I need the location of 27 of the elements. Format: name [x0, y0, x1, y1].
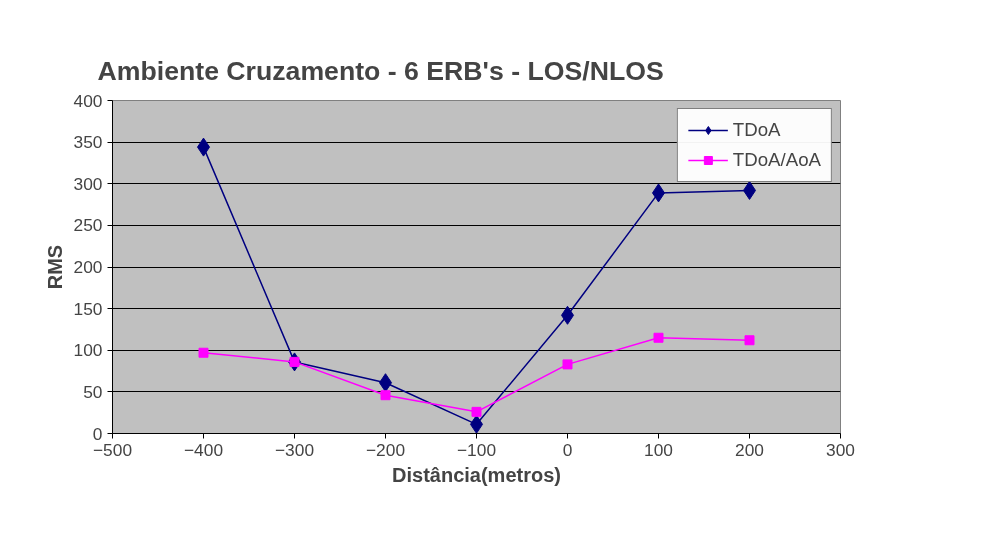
x-tick-label: −100 — [456, 439, 497, 460]
point — [653, 332, 664, 343]
x-tick-label: 300 — [826, 439, 855, 460]
point — [198, 347, 209, 358]
x-tick-label: −400 — [183, 439, 224, 460]
x-tick-label: 0 — [562, 439, 573, 460]
x-tick-label: 200 — [735, 439, 764, 460]
point — [380, 390, 391, 401]
x-tick-label: 100 — [644, 439, 673, 460]
x-tick-label: −200 — [365, 439, 406, 460]
y-tick-label: 150 — [73, 298, 103, 319]
y-tick-label: 50 — [83, 381, 103, 402]
x-axis-title: Distância(metros) — [392, 463, 561, 486]
x-tick-label: −300 — [274, 439, 315, 460]
y-tick-label: 250 — [73, 215, 103, 236]
y-tick-label: 100 — [73, 340, 103, 361]
y-axis-title: RMS — [43, 244, 66, 290]
chart-title: Ambiente Cruzamento - 6 ERB's - LOS/NLOS — [97, 55, 664, 86]
legend-label: TDoA/AoA — [732, 149, 821, 171]
y-tick-label: 400 — [73, 90, 103, 111]
legend-label: TDoA — [732, 119, 781, 141]
point — [471, 406, 482, 417]
point — [562, 359, 573, 370]
y-tick-label: 350 — [73, 132, 103, 153]
y-tick-label: 300 — [73, 173, 103, 194]
y-tick-label: 200 — [73, 257, 103, 277]
point — [744, 335, 755, 346]
